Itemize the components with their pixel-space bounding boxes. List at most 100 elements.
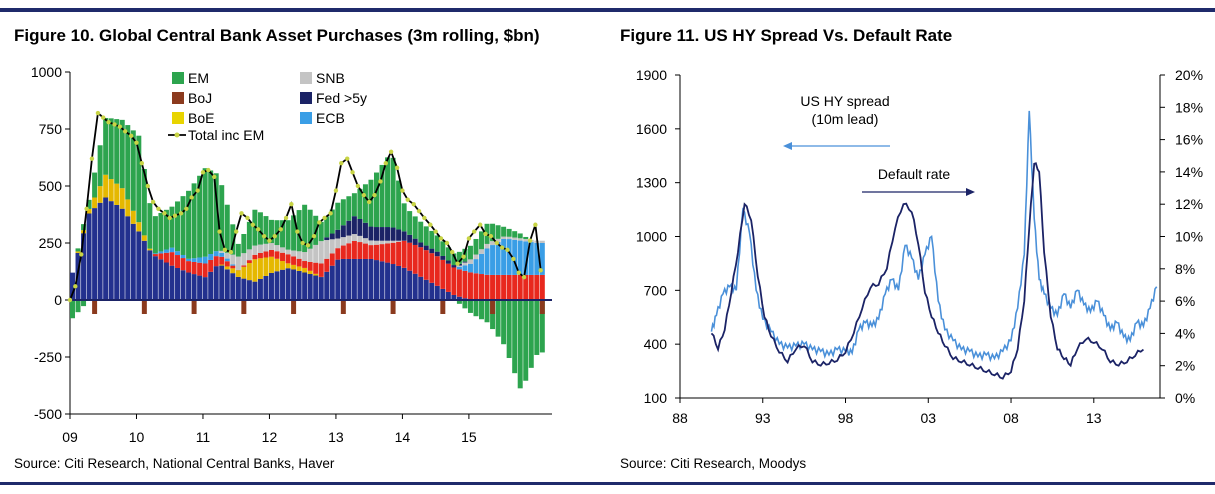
total-marker <box>516 270 521 275</box>
fed-bar <box>451 294 457 300</box>
boj-negative-bar <box>92 300 98 314</box>
boj-bar <box>390 242 396 265</box>
em-bar <box>186 190 192 259</box>
legend-label: BoE <box>188 110 214 126</box>
snb-bar <box>368 240 374 246</box>
spread-annotation: US HY spread <box>800 93 889 109</box>
boe-bar <box>252 259 258 282</box>
boj-negative-bar <box>440 300 446 314</box>
total-marker <box>405 197 410 202</box>
fed-bar <box>368 258 374 300</box>
em-bar <box>467 245 473 260</box>
right-tick-label: 0% <box>1175 390 1195 406</box>
total-marker <box>499 245 505 250</box>
fed-5y-bar <box>351 216 357 235</box>
boj-bar <box>418 247 424 277</box>
legend-total-marker <box>174 132 180 138</box>
em-bar <box>307 209 313 249</box>
boj-bar <box>374 244 379 261</box>
fed-bar <box>401 267 407 300</box>
em-bar <box>108 118 114 180</box>
snb-bar <box>291 250 297 257</box>
em-bar <box>423 226 429 246</box>
boj-bar <box>307 261 313 271</box>
fed-bar <box>208 271 214 300</box>
total-marker <box>122 129 128 134</box>
fed-bar <box>307 274 313 300</box>
total-marker <box>333 188 339 193</box>
boj-negative-bar <box>291 300 297 314</box>
boe-bar <box>103 174 109 198</box>
total-marker <box>428 222 433 227</box>
em-bar <box>335 202 341 230</box>
em-negative-bar <box>75 300 81 313</box>
total-marker <box>156 206 161 211</box>
em-bar <box>136 135 142 223</box>
em-bar <box>374 172 379 228</box>
snb-bar <box>224 252 230 259</box>
em-bar <box>346 196 352 221</box>
em-negative-bar <box>512 300 518 374</box>
fed-5y-bar <box>335 229 341 239</box>
snb-bar <box>274 245 280 252</box>
snb-bar <box>490 241 496 246</box>
total-marker <box>145 183 150 189</box>
total-marker <box>483 231 488 237</box>
fed-bar <box>268 272 274 300</box>
em-negative-bar <box>462 300 468 309</box>
legend-label: Fed >5y <box>316 90 367 106</box>
boj-bar <box>263 251 269 258</box>
boj-bar <box>412 244 418 274</box>
fed-5y-bar <box>418 242 424 248</box>
total-marker <box>272 233 277 239</box>
fed-bar <box>423 279 429 300</box>
em-bar <box>208 170 214 254</box>
total-marker <box>84 206 89 211</box>
right-tick-label: 14% <box>1175 164 1203 180</box>
fed-bar <box>456 296 462 300</box>
ecb-bar <box>175 251 181 256</box>
fed-bar <box>202 277 208 300</box>
boj-bar <box>246 260 252 264</box>
boj-bar <box>506 274 512 300</box>
ecb-bar <box>467 263 473 273</box>
ecb-bar <box>191 258 197 262</box>
right-tick-label: 10% <box>1175 229 1203 245</box>
em-bar <box>202 168 208 257</box>
fed-bar <box>379 261 385 300</box>
em-bar <box>318 221 324 242</box>
total-marker <box>283 215 289 221</box>
x-tick-label: 03 <box>920 410 936 426</box>
boj-bar <box>407 242 413 271</box>
total-marker <box>372 192 377 198</box>
boj-bar <box>208 259 214 272</box>
fed-bar <box>180 270 186 300</box>
boj-bar <box>501 274 507 300</box>
snb-bar <box>324 240 330 259</box>
boj-bar <box>451 267 457 295</box>
total-marker <box>300 240 305 246</box>
boj-bar <box>357 242 363 259</box>
boj-bar <box>175 255 181 268</box>
x-tick-label: 12 <box>262 429 278 445</box>
fed-5y-bar <box>434 251 440 257</box>
boj-bar <box>379 244 385 262</box>
fed-bar <box>351 258 357 300</box>
em-bar <box>445 247 451 261</box>
left-tick-label: 1600 <box>636 121 667 137</box>
total-marker <box>106 119 111 125</box>
us-hy-spread-line <box>710 110 1158 363</box>
boj-bar <box>163 252 169 263</box>
ecb-bar <box>517 240 523 275</box>
fed-bar <box>246 280 252 300</box>
boj-bar <box>401 240 407 268</box>
boe-bar <box>130 210 136 224</box>
boe-bar <box>147 248 153 251</box>
total-marker <box>339 161 344 166</box>
snb-bar <box>335 238 341 249</box>
snb-bar <box>318 241 324 264</box>
fed-bar <box>285 268 291 300</box>
boj-bar <box>534 274 540 300</box>
boj-bar <box>362 243 368 259</box>
fed-bar <box>329 265 335 300</box>
